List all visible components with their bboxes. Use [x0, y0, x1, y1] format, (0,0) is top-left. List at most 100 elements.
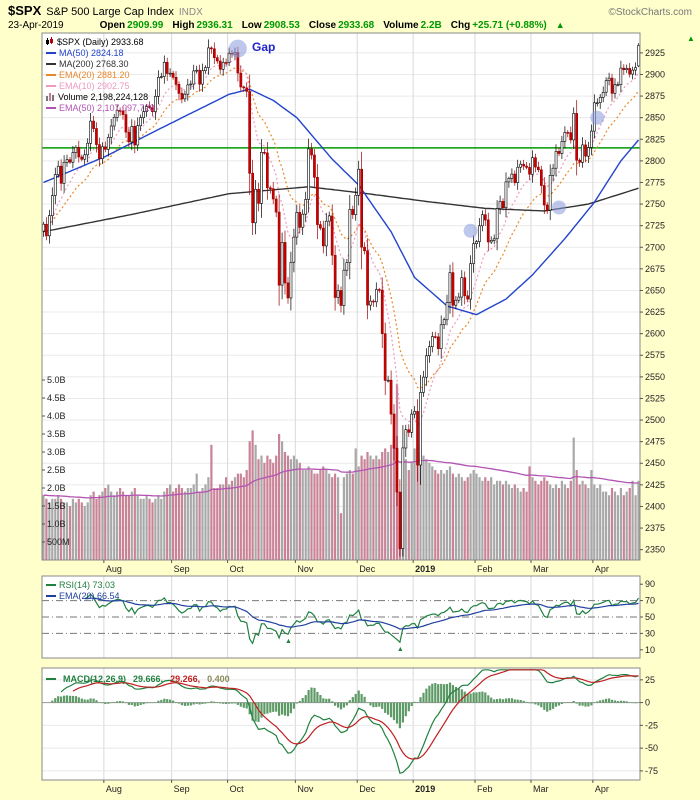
volume-bar	[310, 470, 313, 560]
macd-histogram-bar	[460, 689, 463, 703]
candle-body	[68, 159, 72, 163]
candle-body	[271, 188, 275, 200]
macd-histogram-bar	[628, 702, 631, 703]
macd-histogram-bar	[281, 702, 284, 715]
candle-body	[204, 67, 207, 71]
axis-label: Feb	[477, 784, 493, 794]
volume-bar	[337, 477, 340, 560]
gap-annotation-label: Gap	[252, 40, 276, 54]
volume-bar	[534, 480, 537, 560]
volume-bar	[121, 491, 125, 560]
macd-histogram-bar	[145, 702, 148, 704]
axis-label: Dec	[359, 564, 376, 574]
macd-histogram-bar	[154, 702, 157, 703]
candle-body	[112, 117, 116, 127]
macd-histogram-bar	[107, 702, 110, 704]
rsi-ema-line	[84, 597, 639, 630]
candle-body	[242, 86, 246, 89]
candle-body	[133, 126, 137, 146]
volume-bar	[387, 452, 390, 560]
volume-bar	[345, 473, 348, 560]
macd-histogram-bar	[560, 702, 563, 704]
chart-date: 23-Apr-2019	[8, 20, 64, 31]
legend-ma200: MA(200) 2768.30	[46, 58, 155, 69]
macd-histogram-bar	[77, 697, 80, 703]
candle-body	[454, 299, 458, 306]
macd-histogram-bar	[599, 700, 602, 703]
candle-body	[239, 72, 243, 88]
candle-body	[386, 379, 390, 382]
candle-body	[616, 84, 620, 86]
volume-bar	[186, 488, 189, 560]
candle-body	[174, 77, 178, 85]
axis-label: 2019	[415, 784, 435, 794]
macd-histogram-bar	[378, 702, 381, 707]
macd-histogram-bar	[487, 695, 490, 703]
macd-histogram-bar	[366, 702, 369, 703]
volume-bar	[169, 484, 172, 560]
volume-bar	[504, 480, 508, 560]
volume-bar	[625, 491, 628, 560]
macd-histogram-bar	[228, 702, 231, 704]
volume-bar	[239, 473, 242, 560]
volume-bar	[384, 448, 387, 560]
candle-body	[442, 319, 446, 326]
macd-histogram-bar	[92, 698, 95, 703]
candle-body	[47, 215, 51, 237]
rsi-ema-line-swatch	[46, 594, 56, 597]
volume-bar	[478, 477, 481, 560]
volume-bar	[454, 477, 457, 560]
macd-histogram-bar	[216, 702, 219, 703]
volume-bar	[124, 495, 128, 560]
axis-label: 2.0B	[47, 483, 66, 493]
macd-histogram-bar	[537, 702, 540, 706]
quote-open: Open 2909.99	[99, 20, 164, 31]
candle-body	[313, 154, 316, 178]
candle-body	[245, 87, 249, 92]
candle-body	[522, 163, 525, 167]
candle-body	[165, 61, 169, 74]
volume-bars-icon	[46, 92, 55, 101]
volume-bar	[378, 459, 381, 560]
macd-histogram-bar	[619, 700, 622, 703]
volume-bar	[366, 452, 369, 560]
volume-bar	[177, 484, 181, 560]
macd-histogram-bar	[510, 698, 513, 703]
macd-histogram-bar	[230, 702, 234, 704]
axis-label: ▲	[687, 34, 695, 43]
macd-histogram-bar	[516, 699, 519, 703]
candle-body	[336, 290, 340, 298]
candle-body	[104, 146, 107, 150]
volume-bar	[316, 473, 319, 560]
ema20-line-swatch	[46, 73, 56, 76]
candle-body	[101, 146, 104, 159]
axis-label: -75	[645, 766, 658, 776]
macd-histogram-bar	[65, 695, 69, 703]
axis-label: Nov	[297, 784, 314, 794]
volume-bar	[381, 452, 384, 560]
macd-panel-border	[41, 667, 641, 781]
macd-histogram-bar	[210, 701, 213, 703]
candle-body	[215, 57, 219, 62]
volume-bar	[513, 484, 516, 560]
candle-body	[227, 52, 231, 63]
macd-histogram-bar	[401, 702, 404, 723]
macd-histogram-bar	[195, 702, 198, 704]
volume-bar	[148, 498, 151, 560]
macd-histogram-bar	[275, 702, 278, 712]
axis-label: 2450	[645, 458, 665, 468]
macd-histogram-bar	[443, 684, 446, 703]
macd-histogram-bar	[239, 702, 242, 707]
volume-bar	[481, 480, 484, 560]
macd-histogram-bar	[98, 702, 101, 703]
candle-body	[557, 151, 561, 154]
volume-bar	[48, 502, 51, 560]
volume-bar	[151, 502, 154, 560]
candle-body	[631, 69, 634, 75]
volume-bar	[245, 470, 248, 560]
volume-bar	[566, 488, 569, 560]
axis-label: 2425	[645, 480, 665, 490]
candle-body	[148, 106, 151, 108]
macd-histogram-bar	[622, 700, 625, 703]
volume-ema50-line-swatch	[46, 106, 56, 109]
